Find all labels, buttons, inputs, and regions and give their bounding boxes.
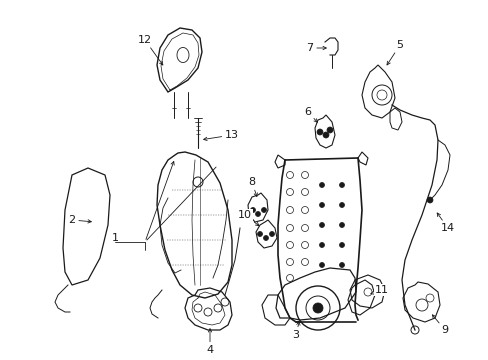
Text: 7: 7 [306, 43, 325, 53]
Circle shape [250, 207, 255, 212]
Circle shape [312, 303, 323, 313]
Circle shape [339, 243, 344, 248]
Circle shape [319, 222, 324, 228]
Text: 2: 2 [68, 215, 91, 225]
Text: 14: 14 [436, 213, 454, 233]
Circle shape [257, 231, 262, 237]
Text: 6: 6 [304, 107, 317, 122]
Circle shape [319, 202, 324, 207]
Text: 9: 9 [431, 315, 447, 335]
Circle shape [339, 222, 344, 228]
Text: 5: 5 [386, 40, 403, 65]
Circle shape [261, 207, 266, 212]
Text: 13: 13 [203, 130, 239, 140]
Text: 12: 12 [138, 35, 163, 65]
Text: 1: 1 [111, 233, 118, 243]
Circle shape [269, 231, 274, 237]
Text: 3: 3 [292, 321, 300, 340]
Circle shape [319, 183, 324, 188]
Circle shape [319, 243, 324, 248]
Circle shape [339, 262, 344, 267]
Text: 10: 10 [238, 210, 259, 226]
Circle shape [339, 183, 344, 188]
Text: 11: 11 [370, 285, 388, 295]
Circle shape [255, 211, 260, 216]
Text: 8: 8 [248, 177, 257, 197]
Circle shape [319, 262, 324, 267]
Text: 4: 4 [206, 329, 213, 355]
Circle shape [426, 197, 432, 203]
Circle shape [316, 129, 323, 135]
Circle shape [323, 132, 328, 138]
Circle shape [339, 202, 344, 207]
Circle shape [326, 127, 332, 133]
Circle shape [263, 235, 268, 240]
